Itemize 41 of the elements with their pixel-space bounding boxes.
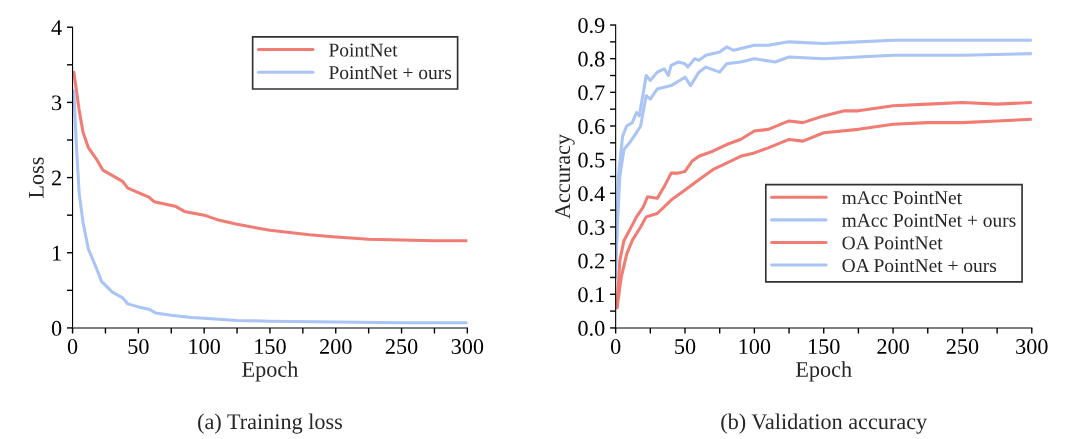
y-axis-title: Loss: [28, 157, 44, 198]
y-tick-label: 0: [51, 320, 62, 336]
legend-label: mAcc PointNet + ours: [842, 213, 1016, 227]
legend-label: mAcc PointNet: [842, 191, 962, 205]
x-tick-label: 0: [67, 338, 78, 354]
y-tick-label: 0.6: [578, 118, 605, 135]
x-axis-title: Epoch: [795, 361, 852, 382]
x-tick-label: 50: [128, 338, 149, 354]
legend-label: OA PointNet + ours: [842, 259, 997, 273]
x-tick-label: 100: [739, 338, 771, 354]
x-tick-label: 250: [946, 338, 979, 354]
text: (a) Training loss: [198, 413, 342, 434]
x-tick-label: 150: [255, 338, 286, 354]
y-tick-label: 0.1: [578, 287, 604, 303]
y-tick-label: 0.2: [578, 253, 605, 269]
y-tick-label: 4: [51, 20, 62, 35]
y-tick-label: 0.8: [578, 51, 605, 67]
x-axis-title: Epoch: [242, 361, 299, 382]
x-tick-label: 250: [385, 338, 418, 354]
y-tick-label: 3: [52, 95, 62, 111]
y-tick-label: 0.3: [578, 219, 605, 235]
x-tick-label: 150: [809, 338, 840, 354]
x-tick-label: 300: [1016, 338, 1048, 354]
y-tick-label: 2: [52, 170, 61, 186]
y-tick-label: 1: [52, 245, 61, 261]
legend-label: PointNet + ours: [329, 66, 452, 80]
x-tick-label: 200: [320, 338, 352, 354]
y-axis-title: Accuracy: [555, 134, 575, 219]
x-tick-label: 50: [675, 338, 696, 354]
text: (b) Validation accuracy: [721, 413, 928, 434]
legend-label: OA PointNet: [842, 236, 943, 250]
x-tick-label: 100: [189, 338, 220, 354]
y-tick-label: 0.9: [578, 17, 605, 34]
y-tick-label: 0.7: [578, 85, 605, 101]
y-tick-label: 0.4: [578, 186, 605, 202]
y-tick-label: 0.0: [578, 320, 605, 336]
x-tick-label: 0: [610, 338, 621, 354]
x-tick-label: 300: [451, 338, 484, 354]
legend-label: PointNet: [329, 43, 398, 57]
y-tick-label: 0.5: [578, 152, 605, 168]
x-tick-label: 200: [877, 338, 909, 354]
